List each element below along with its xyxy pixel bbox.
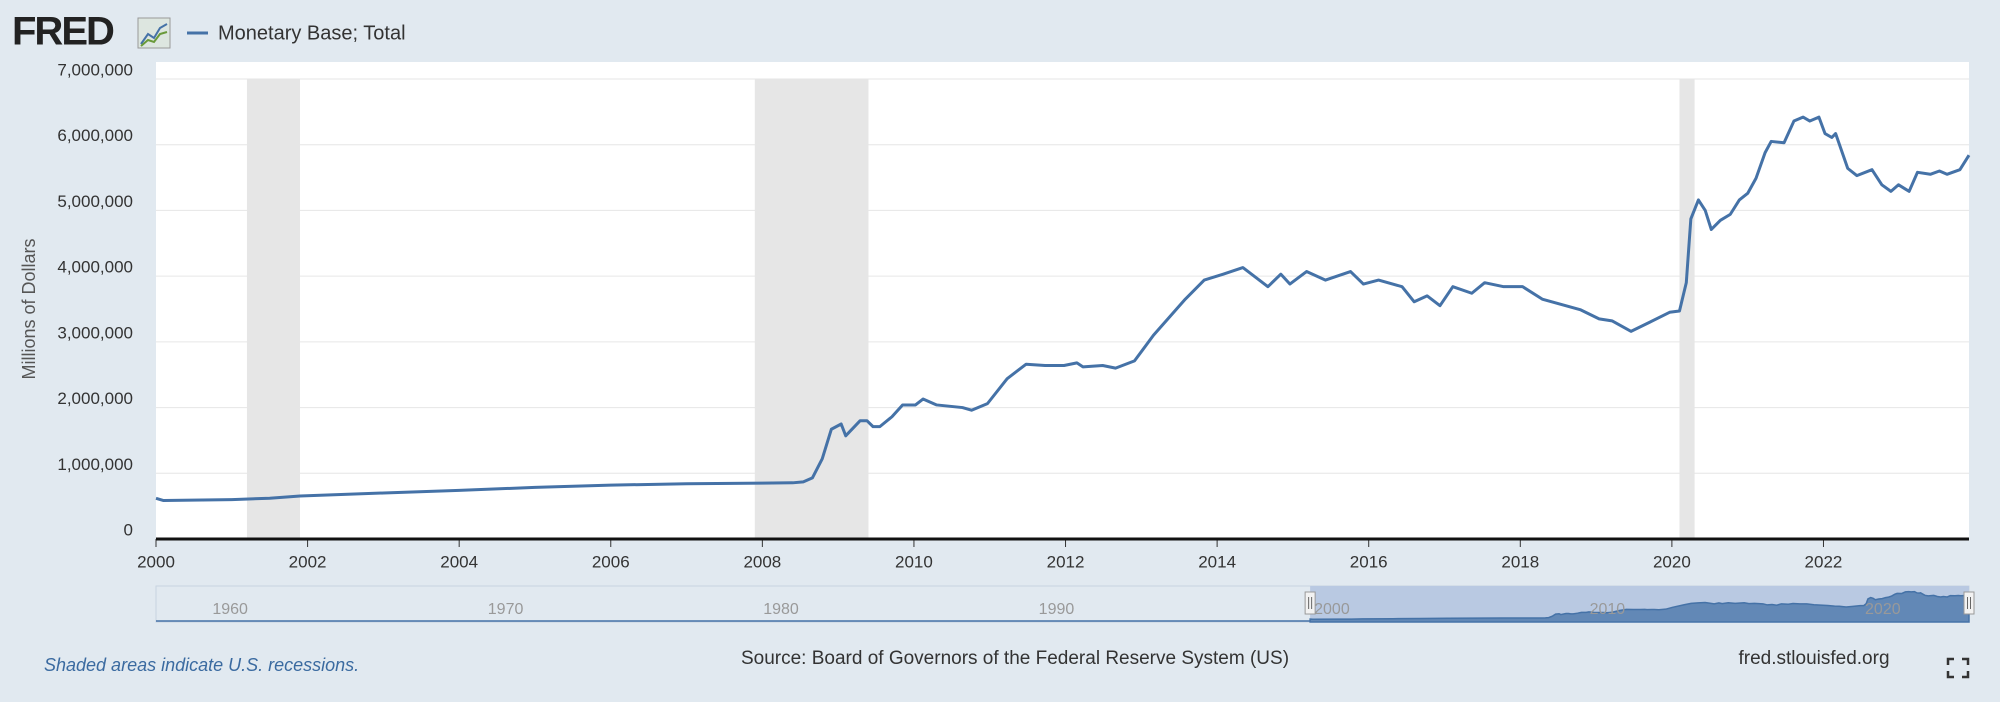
- y-axis-label: Millions of Dollars: [19, 238, 39, 379]
- y-tick-label: 4,000,000: [57, 258, 133, 277]
- y-tick-label: 7,000,000: [57, 60, 133, 79]
- legend-label: Monetary Base; Total: [218, 22, 406, 44]
- navigator-tick-label: 2010: [1590, 601, 1626, 618]
- x-tick-label: 2006: [592, 552, 630, 571]
- x-tick-label: 2016: [1350, 552, 1388, 571]
- x-tick-label: 2002: [289, 552, 327, 571]
- recession-band: [754, 79, 869, 539]
- navigator-tick-label: 1960: [212, 601, 248, 618]
- x-tick-label: 2014: [1198, 552, 1236, 571]
- plot-area: [156, 62, 1969, 538]
- logo-icon: [137, 17, 171, 49]
- x-tick-label: 2008: [743, 552, 781, 571]
- handle-body: [1963, 591, 1975, 615]
- x-tick-label: 2022: [1805, 552, 1843, 571]
- x-tick-label: 2004: [440, 552, 478, 571]
- navigator-tick-label: 1990: [1039, 601, 1075, 618]
- x-tick-label: 2020: [1653, 552, 1691, 571]
- navigator-tick-label: 1980: [763, 601, 799, 618]
- logo: FRED: [12, 10, 114, 54]
- recession-band: [246, 79, 301, 539]
- x-tick-label: 2018: [1501, 552, 1539, 571]
- site-link: fred.stlouisfed.org: [1738, 648, 1889, 669]
- recession-band: [1679, 79, 1695, 539]
- recession-note: Shaded areas indicate U.S. recessions.: [44, 655, 359, 675]
- x-tick-label: 2000: [137, 552, 175, 571]
- y-tick-label: 1,000,000: [57, 455, 133, 474]
- y-tick-label: 3,000,000: [57, 323, 133, 342]
- series-line: [155, 115, 1971, 503]
- navigator-tick-label: 2000: [1314, 601, 1350, 618]
- fullscreen-icon[interactable]: [1946, 657, 1970, 679]
- source: Source: Board of Governors of the Federa…: [741, 648, 1289, 669]
- navigator-area: [1309, 590, 1970, 623]
- y-tick-label: 6,000,000: [57, 126, 133, 145]
- x-tick-label: 2012: [1047, 552, 1085, 571]
- y-tick-label: 2,000,000: [57, 389, 133, 408]
- y-tick-label: 5,000,000: [57, 192, 133, 211]
- navigator-handle[interactable]: [1304, 591, 1316, 615]
- x-tick-label: 2010: [895, 552, 933, 571]
- y-tick-label: 0: [124, 520, 133, 539]
- navigator-handle[interactable]: [1963, 591, 1975, 615]
- handle-body: [1304, 591, 1316, 615]
- navigator-tick-label: 1970: [488, 601, 524, 618]
- navigator-tick-label: 2020: [1865, 601, 1901, 618]
